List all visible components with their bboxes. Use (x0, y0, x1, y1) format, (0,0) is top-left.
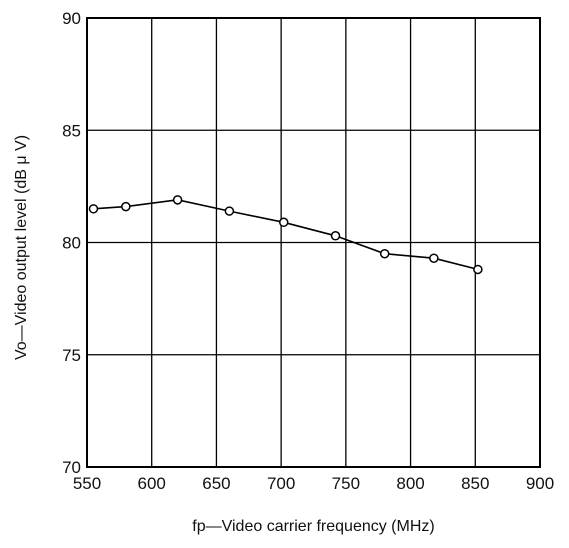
y-tick-label: 85 (62, 121, 81, 140)
data-point (224, 206, 235, 216)
y-axis-tick-labels: 70 75 80 85 90 (62, 9, 81, 477)
data-point (429, 253, 439, 263)
x-tick-label: 900 (526, 474, 554, 493)
data-point (172, 195, 183, 205)
x-tick-label: 700 (267, 474, 295, 493)
y-axis-title: Vo—Video output level (dB μ V) (13, 135, 30, 360)
plot-border (86, 17, 541, 468)
x-axis-tick-labels: 550 600 650 700 750 800 850 900 (73, 474, 554, 493)
y-tick-label: 90 (62, 9, 81, 28)
y-tick-label: 80 (62, 234, 81, 253)
x-tick-label: 600 (138, 474, 166, 493)
x-tick-label: 550 (73, 474, 101, 493)
data-point (88, 204, 99, 214)
y-tick-label: 75 (62, 346, 81, 365)
plot-frame (86, 17, 541, 468)
data-point (278, 217, 289, 228)
x-tick-label: 750 (332, 474, 360, 493)
data-point (121, 201, 131, 212)
data-point (473, 264, 483, 275)
data-point (330, 231, 341, 241)
x-axis-title: fp—Video carrier frequency (MHz) (192, 518, 434, 535)
data-series (88, 195, 483, 275)
y-tick-label: 70 (62, 458, 81, 477)
data-point (379, 248, 390, 259)
x-tick-label: 850 (461, 474, 489, 493)
x-tick-label: 800 (396, 474, 424, 493)
x-tick-label: 650 (202, 474, 230, 493)
grid (87, 18, 540, 467)
